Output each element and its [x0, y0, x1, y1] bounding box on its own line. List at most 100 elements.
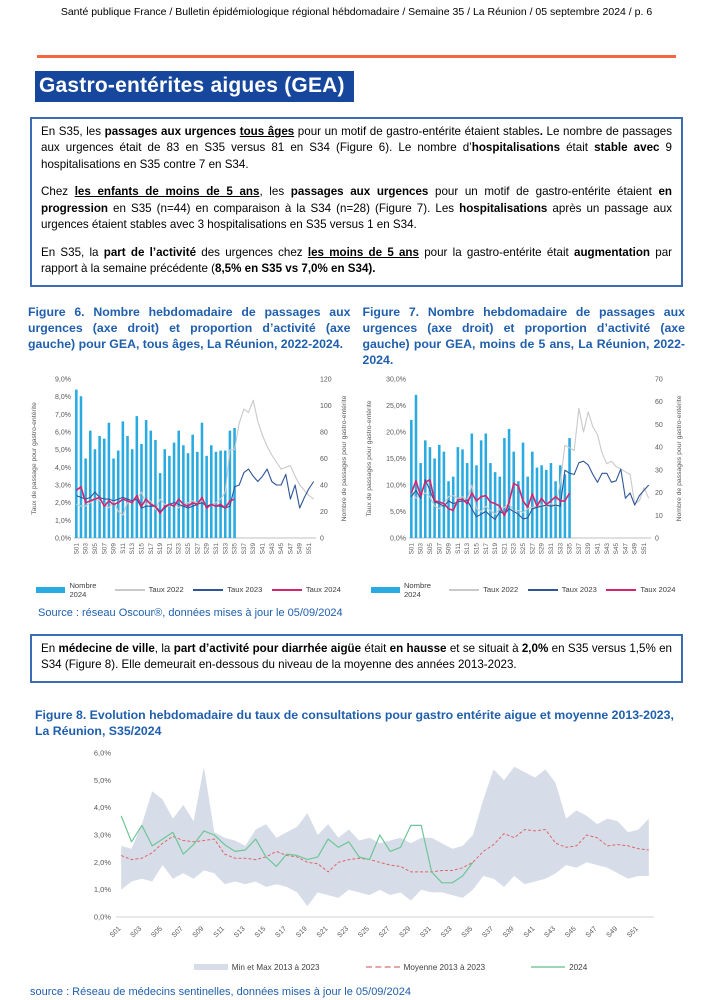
svg-text:7,0%: 7,0%	[55, 411, 71, 418]
svg-text:S43: S43	[543, 925, 557, 939]
figure6-block: Figure 6. Nombre hebdomadaire de passage…	[28, 304, 351, 599]
svg-text:S47: S47	[287, 542, 294, 554]
svg-text:40: 40	[655, 444, 663, 451]
svg-text:S21: S21	[166, 542, 173, 554]
svg-text:100: 100	[320, 403, 332, 410]
svg-text:20: 20	[320, 509, 328, 516]
section-title-wrap: Gastro-entérites aigues (GEA)	[35, 71, 713, 102]
line-swatch-icon	[193, 588, 224, 591]
svg-text:S33: S33	[557, 542, 564, 554]
svg-text:60: 60	[655, 399, 663, 406]
svg-text:S37: S37	[575, 542, 582, 554]
legend-item-2024: 2024	[531, 963, 587, 972]
svg-text:8,0%: 8,0%	[55, 394, 71, 401]
ville-paragraph: En médecine de ville, la part d’activité…	[41, 641, 672, 672]
svg-text:S23: S23	[176, 542, 183, 554]
svg-text:S27: S27	[378, 925, 392, 939]
source-oscour: Source : réseau Oscour®, données mises à…	[38, 606, 343, 619]
line-swatch-icon	[606, 588, 637, 591]
source-sentinelles: source : Réseau de médecins sentinelles,…	[30, 985, 411, 998]
svg-text:25,0%: 25,0%	[386, 403, 406, 410]
figure8-block: 0,0% 1,0% 2,0% 3,0% 4,0% 5,0% 6,0% S01 S03 S05 S07…	[68, 745, 713, 963]
svg-text:S05: S05	[92, 542, 99, 554]
legend-item-taux-2023: Taux 2023	[527, 585, 607, 595]
svg-text:S31: S31	[419, 925, 433, 939]
svg-text:S51: S51	[626, 925, 640, 939]
line-swatch-icon	[531, 966, 566, 969]
legend-label: Taux 2023	[561, 585, 597, 595]
bar-swatch-icon	[370, 586, 400, 593]
svg-text:0: 0	[320, 535, 324, 542]
legend-item-nombre-2024: Nombre 2024	[363, 581, 450, 599]
svg-text:S07: S07	[171, 925, 185, 939]
svg-text:S49: S49	[297, 542, 304, 554]
svg-text:30: 30	[655, 467, 663, 474]
legend-item-taux-2022: Taux 2022	[114, 585, 194, 595]
svg-text:30,0%: 30,0%	[386, 376, 406, 383]
svg-text:S21: S21	[316, 925, 330, 939]
svg-text:S49: S49	[605, 925, 619, 939]
legend-item-taux-2023: Taux 2023	[193, 585, 272, 594]
svg-text:S09: S09	[445, 542, 452, 554]
svg-text:S17: S17	[482, 542, 489, 554]
summary-box-ville: En médecine de ville, la part d’activité…	[30, 633, 683, 683]
svg-text:S37: S37	[241, 542, 248, 554]
figure7-block: Figure 7. Nombre hebdomadaire de passage…	[363, 304, 686, 599]
svg-text:S15: S15	[473, 542, 480, 554]
svg-text:15,0%: 15,0%	[386, 456, 406, 463]
legend-label: 2024	[569, 962, 588, 972]
svg-text:S13: S13	[464, 542, 471, 554]
svg-text:S27: S27	[194, 542, 201, 554]
svg-text:4,0%: 4,0%	[55, 464, 71, 471]
line-swatch-icon	[527, 588, 558, 591]
figure8-legend: Min et Max 2013 à 2023 Moyenne 2013 à 20…	[60, 963, 713, 972]
figure7-legend: Nombre 2024 Taux 2022 Taux 2023 Taux 202…	[363, 581, 686, 599]
svg-text:3,0%: 3,0%	[94, 830, 111, 839]
svg-text:S05: S05	[150, 925, 164, 939]
svg-text:S09: S09	[111, 542, 118, 554]
svg-text:0,0%: 0,0%	[94, 912, 111, 921]
figure6-chart: 0,0% 1,0% 2,0% 3,0% 4,0% 5,0% 6,0% 7,0% 8,0% 9,0%…	[31, 376, 348, 554]
svg-text:50: 50	[655, 422, 663, 429]
svg-text:20: 20	[655, 490, 663, 497]
svg-text:4,0%: 4,0%	[94, 803, 111, 812]
svg-text:S15: S15	[138, 542, 145, 554]
svg-text:5,0%: 5,0%	[55, 447, 71, 454]
svg-text:S41: S41	[259, 542, 266, 554]
svg-text:S31: S31	[213, 542, 220, 554]
svg-text:S51: S51	[641, 542, 648, 554]
svg-text:40: 40	[320, 482, 328, 489]
svg-text:6,0%: 6,0%	[94, 748, 111, 757]
figure8-chart: 0,0% 1,0% 2,0% 3,0% 4,0% 5,0% 6,0% S01 S03 S05 S07…	[94, 748, 654, 939]
svg-text:10: 10	[655, 512, 663, 519]
svg-text:120: 120	[320, 376, 332, 383]
svg-text:S01: S01	[408, 542, 415, 554]
summary-paragraph-1: En S35, les passages aux urgences tous â…	[41, 125, 673, 171]
svg-text:S43: S43	[603, 542, 610, 554]
legend-label: Taux 2022	[148, 585, 184, 595]
svg-text:S13: S13	[129, 542, 136, 554]
svg-text:S11: S11	[213, 925, 226, 938]
svg-text:S19: S19	[157, 542, 164, 554]
legend-item-taux-2024: Taux 2024	[606, 585, 685, 594]
svg-text:S33: S33	[222, 542, 229, 554]
svg-text:S19: S19	[492, 542, 499, 554]
summary-box-urgences: En S35, les passages aux urgences tous â…	[30, 117, 683, 287]
svg-text:S51: S51	[306, 542, 313, 554]
svg-text:S17: S17	[274, 925, 288, 939]
svg-text:S21: S21	[501, 542, 508, 554]
svg-text:S35: S35	[232, 542, 239, 554]
svg-text:Taux de passage pour gastro-en: Taux de passage pour gastro-entérite	[31, 402, 38, 515]
svg-text:S11: S11	[454, 542, 461, 553]
svg-text:S39: S39	[585, 542, 592, 554]
legend-item-minmax: Min et Max 2013 à 2023	[186, 963, 320, 972]
svg-text:S45: S45	[278, 542, 285, 554]
svg-text:1,0%: 1,0%	[55, 517, 71, 524]
figure6-caption: Figure 6. Nombre hebdomadaire de passage…	[28, 304, 351, 352]
svg-text:S23: S23	[510, 542, 517, 554]
svg-text:Nombre de passages pour gastro: Nombre de passages pour gastro-entérite	[341, 395, 348, 521]
legend-label: Taux 2022	[483, 585, 519, 595]
svg-text:5,0%: 5,0%	[94, 776, 111, 785]
svg-text:0,0%: 0,0%	[55, 535, 71, 542]
